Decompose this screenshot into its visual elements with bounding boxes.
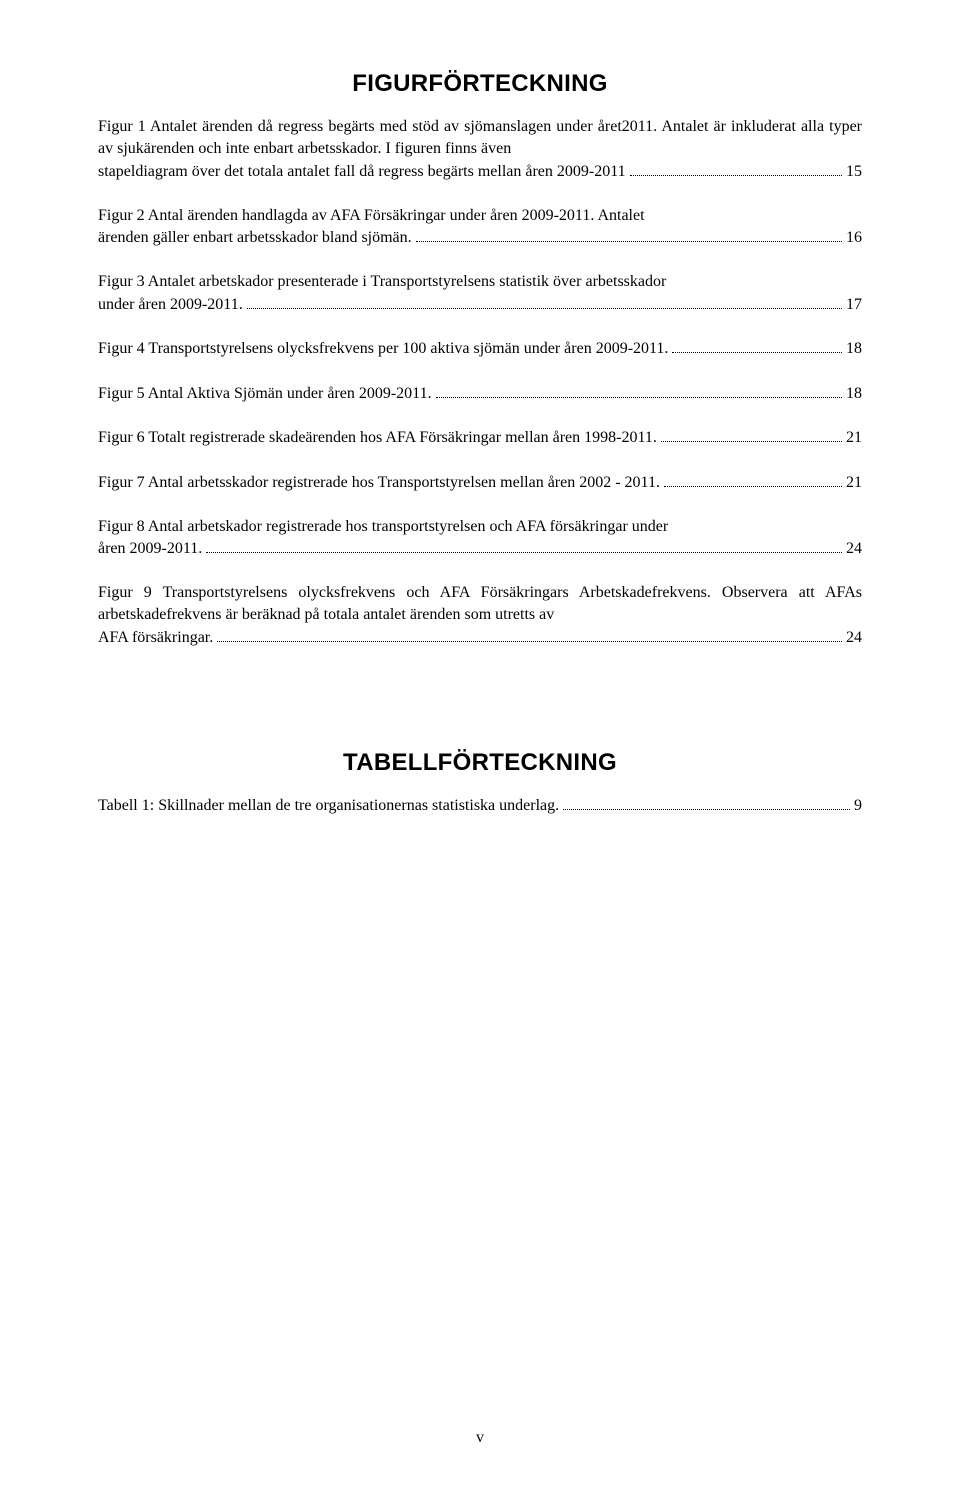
entry-leader-row: stapeldiagram över det totala antalet fa…: [98, 160, 862, 182]
entry-pretext: Figur 2 Antal ärenden handlagda av AFA F…: [98, 205, 862, 227]
leader-dots: [247, 293, 842, 308]
entry-last-line: under åren 2009-2011.: [98, 294, 243, 316]
entry-page: 9: [854, 795, 862, 817]
figure-entry: Figur 4 Transportstyrelsens olycksfrekve…: [98, 338, 862, 360]
figure-entry: Figur 7 Antal arbetsskador registrerade …: [98, 471, 862, 493]
entry-pretext: Figur 1 Antalet ärenden då regress begär…: [98, 116, 862, 160]
leader-dots: [672, 338, 842, 353]
entry-leader-row: AFA försäkringar. 24: [98, 626, 862, 648]
figures-heading: FIGURFÖRTECKNING: [98, 70, 862, 98]
entry-pretext: Figur 9 Transportstyrelsens olycksfrekve…: [98, 582, 862, 626]
entry-leader-row: ärenden gäller enbart arbetsskador bland…: [98, 227, 862, 249]
entry-pretext: Figur 8 Antal arbetskador registrerade h…: [98, 516, 862, 538]
entry-leader-row: åren 2009-2011. 24: [98, 538, 862, 560]
figure-entry: Figur 5 Antal Aktiva Sjömän under åren 2…: [98, 382, 862, 404]
entry-page: 17: [846, 294, 862, 316]
leader-dots: [563, 795, 850, 810]
leader-dots: [630, 160, 842, 175]
entry-last-line: ärenden gäller enbart arbetsskador bland…: [98, 227, 412, 249]
figure-entry: Figur 6 Totalt registrerade skadeärenden…: [98, 427, 862, 449]
leader-dots: [436, 382, 842, 397]
figure-entry: Figur 9 Transportstyrelsens olycksfrekve…: [98, 582, 862, 649]
entry-page: 24: [846, 627, 862, 649]
entry-leader-row: Figur 6 Totalt registrerade skadeärenden…: [98, 427, 862, 449]
entry-last-line: AFA försäkringar.: [98, 627, 213, 649]
entry-last-line: Figur 6 Totalt registrerade skadeärenden…: [98, 427, 657, 449]
figure-entry: Figur 1 Antalet ärenden då regress begär…: [98, 116, 862, 183]
entry-page: 15: [846, 161, 862, 183]
entry-leader-row: Figur 4 Transportstyrelsens olycksfrekve…: [98, 338, 862, 360]
document-page: FIGURFÖRTECKNING Figur 1 Antalet ärenden…: [0, 0, 960, 1507]
entry-last-line: Tabell 1: Skillnader mellan de tre organ…: [98, 795, 559, 817]
entry-page: 18: [846, 338, 862, 360]
leader-dots: [661, 427, 842, 442]
entry-leader-row: under åren 2009-2011. 17: [98, 293, 862, 315]
entry-pretext: Figur 3 Antalet arbetskador presenterade…: [98, 271, 862, 293]
leader-dots: [416, 227, 842, 242]
tables-heading: TABELLFÖRTECKNING: [98, 749, 862, 777]
leader-dots: [217, 626, 842, 641]
figure-entry: Figur 3 Antalet arbetskador presenterade…: [98, 271, 862, 316]
entry-page: 18: [846, 383, 862, 405]
leader-dots: [664, 471, 842, 486]
figure-entry: Figur 8 Antal arbetskador registrerade h…: [98, 516, 862, 561]
table-entry: Tabell 1: Skillnader mellan de tre organ…: [98, 795, 862, 817]
entry-page: 21: [846, 427, 862, 449]
page-number: v: [0, 1429, 960, 1447]
entry-last-line: Figur 5 Antal Aktiva Sjömän under åren 2…: [98, 383, 432, 405]
entry-last-line: Figur 4 Transportstyrelsens olycksfrekve…: [98, 338, 668, 360]
entry-leader-row: Tabell 1: Skillnader mellan de tre organ…: [98, 795, 862, 817]
entry-last-line: Figur 7 Antal arbetsskador registrerade …: [98, 472, 660, 494]
entry-last-line: åren 2009-2011.: [98, 538, 202, 560]
entry-last-line: stapeldiagram över det totala antalet fa…: [98, 161, 626, 183]
entry-leader-row: Figur 7 Antal arbetsskador registrerade …: [98, 471, 862, 493]
leader-dots: [206, 538, 842, 553]
entry-page: 24: [846, 538, 862, 560]
entry-leader-row: Figur 5 Antal Aktiva Sjömän under åren 2…: [98, 382, 862, 404]
entry-page: 21: [846, 472, 862, 494]
figure-entry: Figur 2 Antal ärenden handlagda av AFA F…: [98, 205, 862, 250]
entry-page: 16: [846, 227, 862, 249]
